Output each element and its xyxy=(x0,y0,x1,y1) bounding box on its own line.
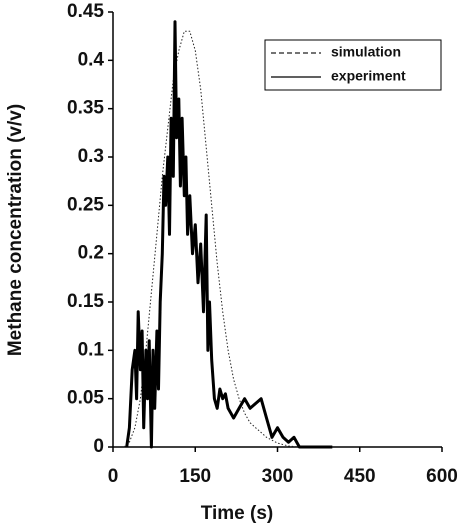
x-tick-label: 300 xyxy=(262,466,294,487)
x-axis-label: Time (s) xyxy=(201,503,274,524)
y-tick-label: 0.35 xyxy=(67,98,104,119)
y-tick-label: 0.3 xyxy=(78,146,104,167)
x-tick-label: 0 xyxy=(108,466,119,487)
x-tick-label: 150 xyxy=(179,466,211,487)
y-tick-label: 0.15 xyxy=(67,291,104,312)
y-tick-label: 0 xyxy=(93,436,104,457)
legend-label: experiment xyxy=(331,68,406,84)
legend-label: simulation xyxy=(331,44,401,60)
legend-box xyxy=(264,39,442,91)
y-tick-label: 0.25 xyxy=(67,194,104,215)
line-series xyxy=(125,20,333,449)
y-tick-label: 0.05 xyxy=(67,388,104,409)
y-tick-label: 0.4 xyxy=(78,49,105,70)
line-series xyxy=(123,30,300,448)
y-tick-label: 0.1 xyxy=(78,339,105,360)
x-tick-label: 450 xyxy=(344,466,376,487)
y-tick-label: 0.2 xyxy=(78,243,104,264)
y-axis-label: Methane concentration (v/v) xyxy=(5,104,26,356)
y-tick-label: 0.45 xyxy=(67,1,104,22)
x-tick-label: 600 xyxy=(426,466,458,487)
